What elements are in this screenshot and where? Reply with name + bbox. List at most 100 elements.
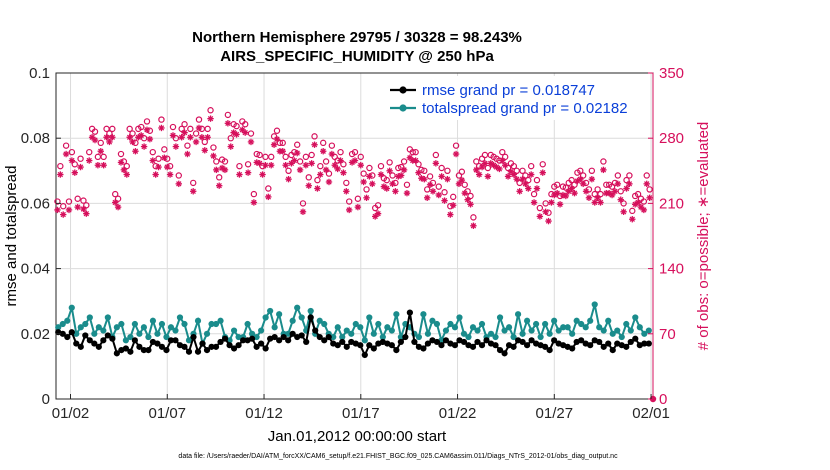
obs-possible-point — [432, 151, 440, 159]
obs-evaluated-point — [192, 138, 200, 146]
rmse-point — [289, 330, 296, 337]
totalspread-point — [582, 324, 589, 331]
totalspread-point — [501, 327, 508, 334]
x-tick-label: 01/07 — [148, 405, 186, 422]
totalspread-point — [140, 324, 148, 331]
rmse-point — [104, 332, 111, 339]
rmse-point — [122, 345, 129, 352]
obs-evaluated-point — [181, 129, 188, 136]
obs-possible-point — [311, 133, 318, 140]
obs-possible-point — [423, 186, 431, 193]
obs-evaluated-point — [588, 175, 596, 183]
totalspread-point — [104, 314, 111, 321]
obs-possible-point — [294, 141, 301, 148]
obs-evaluated-point — [201, 147, 208, 154]
obs-evaluated-point — [363, 194, 370, 202]
totalspread-point — [478, 320, 486, 328]
obs-possible-point — [256, 151, 263, 159]
totalspread-point — [113, 324, 120, 331]
obs-evaluated-point — [646, 194, 653, 202]
obs-evaluated-point — [311, 141, 318, 148]
obs-possible-point — [568, 176, 575, 184]
obs-possible-point — [320, 139, 327, 147]
totalspread-point — [217, 317, 224, 324]
rmse-point — [82, 332, 89, 339]
obs-possible-point — [242, 121, 249, 128]
obs-possible-point — [386, 159, 393, 166]
totalspread-point — [258, 327, 265, 334]
totalspread-point — [623, 320, 630, 328]
obs-possible-point — [143, 118, 151, 125]
rmse-point — [370, 345, 377, 352]
obs-possible-point — [204, 125, 211, 133]
obs-evaluated-point — [184, 150, 191, 158]
obs-evaluated-point — [435, 191, 442, 199]
obs-possible-point — [369, 172, 376, 179]
y2-tick-label: 210 — [659, 195, 684, 212]
obs-evaluated-point — [467, 201, 474, 208]
legend-spread-marker — [399, 104, 407, 112]
totalspread-point — [194, 317, 202, 324]
obs-possible-point — [276, 139, 284, 147]
obs-evaluated-point — [57, 171, 64, 178]
rmse-point — [411, 338, 418, 346]
rmse-point — [478, 342, 486, 349]
rmse-point — [194, 348, 202, 355]
obs-evaluated-point — [187, 134, 194, 141]
obs-evaluated-point — [623, 185, 630, 192]
totalspread-point — [542, 320, 549, 328]
obs-possible-point — [265, 185, 272, 192]
rmse-point — [127, 348, 134, 355]
obs-possible-point — [354, 195, 362, 202]
obs-possible-point — [164, 155, 171, 162]
obs-evaluated-point — [447, 211, 454, 218]
totalspread-point — [627, 327, 634, 334]
totalspread-point — [172, 327, 179, 334]
totalspread-point — [551, 317, 558, 324]
totalspread-point — [510, 333, 517, 341]
totalspread-point — [167, 324, 175, 331]
obs-possible-point — [305, 174, 312, 181]
totalspread-point — [514, 311, 522, 318]
obs-evaluated-point — [270, 141, 278, 148]
obs-evaluated-point — [545, 217, 552, 225]
totalspread-point — [145, 333, 152, 341]
totalspread-point — [614, 327, 621, 334]
totalspread-series — [55, 301, 652, 347]
rmse-point — [469, 343, 477, 350]
obs-evaluated-point — [392, 188, 399, 195]
y-axis-label: rmse and totalspread — [3, 166, 20, 307]
totalspread-point — [393, 311, 400, 318]
obs-possible-point — [360, 170, 367, 177]
totalspread-point — [505, 324, 513, 331]
obs-possible-point — [623, 176, 630, 184]
rmse-point — [154, 340, 161, 347]
obs-possible-point — [279, 139, 286, 147]
obs-possible-point — [634, 190, 642, 198]
obs-possible-point — [161, 146, 168, 153]
obs-evaluated-point — [216, 182, 223, 189]
totalspread-point — [176, 314, 184, 321]
obs-evaluated-point — [322, 166, 330, 174]
totalspread-point — [605, 317, 612, 324]
obs-evaluated-point — [207, 115, 214, 122]
totalspread-point — [469, 324, 477, 331]
totalspread-point — [185, 337, 193, 344]
obs-possible-point — [244, 161, 252, 168]
y-tick-label: 0.1 — [29, 65, 50, 82]
obs-evaluated-point — [178, 134, 185, 141]
obs-possible-point — [395, 164, 402, 172]
totalspread-point — [357, 324, 364, 331]
obs-possible-point — [268, 153, 275, 161]
obs-evaluated-point — [351, 157, 359, 164]
obs-evaluated-point — [539, 169, 546, 176]
totalspread-point — [212, 320, 220, 328]
rmse-point — [77, 343, 84, 350]
obs-evaluated-point — [224, 120, 232, 127]
obs-possible-point — [299, 200, 307, 207]
totalspread-point — [59, 320, 66, 328]
obs-possible-point — [597, 190, 604, 198]
obs-possible-point — [54, 198, 61, 205]
obs-evaluated-point — [343, 188, 350, 195]
obs-possible-point — [227, 134, 234, 142]
